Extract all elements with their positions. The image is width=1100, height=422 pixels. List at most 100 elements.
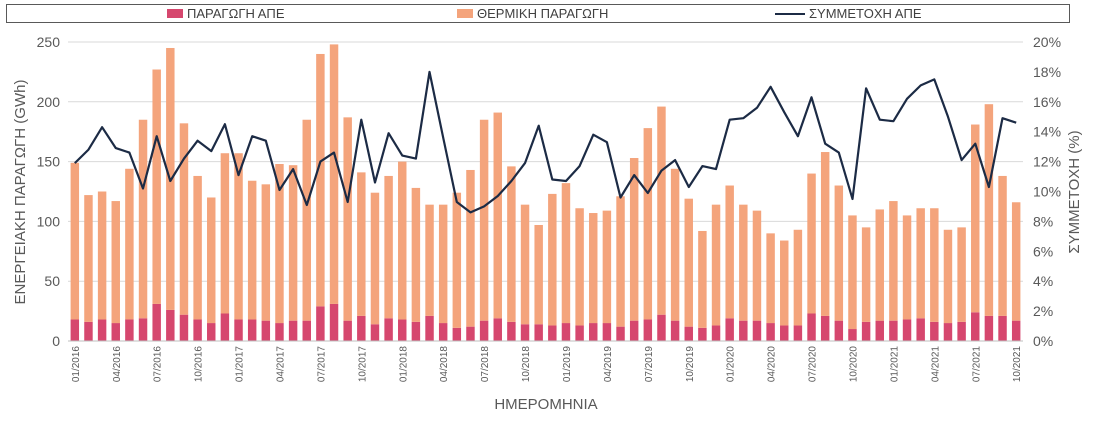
bar-thermal [670,168,680,321]
bar-thermal [602,210,612,324]
bar-thermal [398,161,407,320]
bar-thermal [452,192,462,328]
legend-item-thermal[interactable]: ΘΕΡΜΙΚΗ ΠΑΡΑΓΩΓΗ [457,5,608,22]
bar-res [466,326,475,341]
x-tick-label: 01/2018 [398,346,409,383]
bar-res [1011,320,1021,341]
bar-thermal [752,210,762,321]
bar-thermal [84,195,93,322]
legend-item-res[interactable]: ΠΑΡΑΓΩΓΗ ΑΠΕ [167,5,285,22]
bar-thermal [698,230,707,328]
bar-res [916,318,925,341]
bar-res [438,323,448,341]
bar-res [288,320,298,341]
line-series [74,70,1017,214]
x-tick-label: 01/2016 [71,346,82,383]
x-tick-label: 07/2018 [480,346,491,383]
bar-res [575,325,584,341]
bar-thermal [711,204,721,326]
bar-res [166,309,175,341]
bar-res [971,312,980,341]
bar-res [329,303,339,341]
bar-thermal [220,153,230,314]
bar-thermal [411,187,421,322]
bar-res [70,319,80,341]
bar-thermal [575,208,584,326]
y2-tick-label: 0% [1033,333,1053,349]
bar-thermal [138,119,148,319]
bar-res [657,314,666,341]
x-tick-label: 04/2018 [439,346,450,383]
bar-res [247,319,257,341]
bar-thermal [193,175,202,320]
x-tick-label: 01/2021 [889,346,900,383]
bar-res [780,325,789,341]
bar-thermal [766,233,775,324]
bar-res [793,325,803,341]
y2-tick-label: 16% [1033,94,1061,110]
bar-thermal [466,169,475,327]
bar-res [752,320,762,341]
x-tick-label: 07/2020 [808,346,819,383]
bar-thermal [848,215,857,330]
bar-res [111,323,120,341]
legend-swatch-share [775,12,805,15]
x-tick-label: 04/2016 [112,346,123,383]
axes: 0 50 100 150 200 250 0% 2% 4% 6% 8% 10% 12% 14% 16% 18%… [37,34,1061,382]
bar-res [411,321,421,341]
bar-res [138,318,148,341]
y-tick-label: 250 [37,34,61,50]
x-tick-label: 10/2019 [685,346,696,383]
x-tick-label: 04/2021 [930,346,941,383]
legend-item-share[interactable]: ΣΥΜΜΕΤΟΧΗ ΑΠΕ [775,5,922,22]
bar-res [861,321,871,341]
x-tick-label: 01/2019 [562,346,573,383]
bar-thermal [384,175,393,319]
legend-swatch-thermal [457,9,473,18]
y-tick-label: 100 [37,213,61,229]
bar-res [834,320,844,341]
bar-thermal [548,193,557,326]
bar-res [889,320,898,341]
bar-res [507,321,516,341]
legend-label-thermal: ΘΕΡΜΙΚΗ ΠΑΡΑΓΩΓΗ [477,6,609,21]
bar-res [930,321,939,341]
bar-thermal [589,213,598,324]
x-tick-label: 07/2016 [153,346,164,383]
bar-res [452,327,462,341]
bar-thermal [343,117,352,321]
bar-thermal [111,201,120,324]
bar-thermal [861,227,871,322]
bar-res [807,313,816,341]
bar-res [711,325,721,341]
bar-thermal [807,173,816,314]
bar-thermal [329,44,339,304]
bar-res [766,323,775,341]
bar-thermal [125,168,134,320]
x-tick-label: 10/2018 [521,346,532,383]
y2-tick-label: 10% [1033,184,1061,200]
bar-thermal [834,185,844,321]
bar-thermal [916,208,925,319]
bar-res [398,319,407,341]
bar-res [984,315,994,341]
y-axis-title: ΕΝΕΡΓΕΙΑΚΗ ΠΑΡΑΓΩΓΗ (GWh) [12,80,29,305]
bar-thermal [479,119,489,321]
bar-res [561,323,571,341]
bar-thermal [561,183,571,324]
bar-thermal [943,229,953,324]
y2-tick-label: 14% [1033,124,1061,140]
bar-thermal [70,162,80,320]
x-tick-label: 07/2017 [316,346,327,383]
bar-thermal [261,184,271,321]
bar-thermal [179,123,189,315]
bar-res [316,306,325,341]
x-tick-label: 01/2020 [726,346,737,383]
bar-thermal [684,198,693,327]
bar-thermal [425,204,434,316]
legend-label-res: ΠΑΡΑΓΩΓΗ ΑΠΕ [187,6,285,21]
y2-tick-label: 4% [1033,273,1053,289]
bar-res [848,329,857,341]
bar-thermal [493,112,502,319]
y2-tick-label: 12% [1033,154,1061,170]
